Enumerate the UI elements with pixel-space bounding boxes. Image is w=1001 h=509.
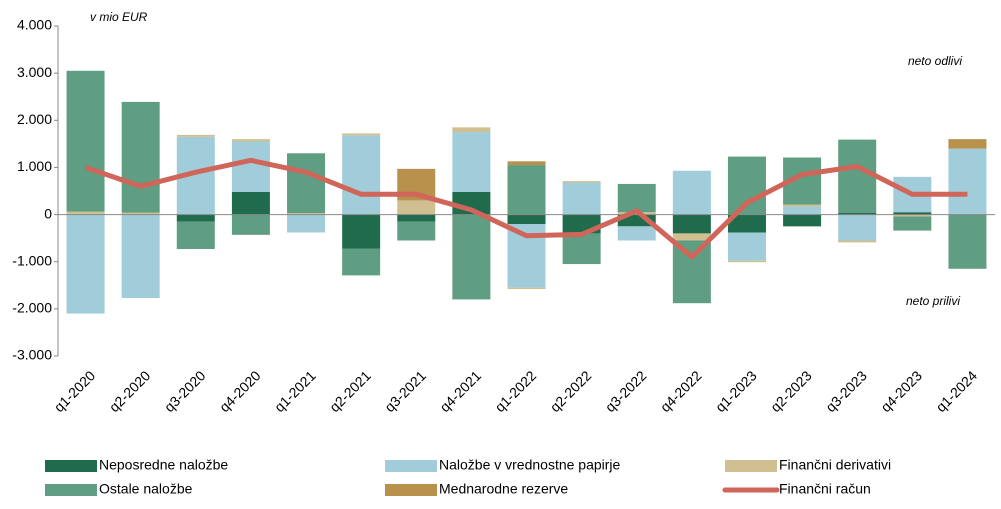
bar-segment [562,182,601,215]
bar-segment [672,240,711,304]
bar-segment [838,139,877,213]
bar-segment [948,139,987,149]
bar-segment [727,232,766,261]
bar-segment [672,170,711,215]
bar-segment [893,212,932,215]
bar-segment [397,221,436,241]
bar-segment [838,240,877,243]
bar-segment [287,213,326,215]
y-tick-label: 1.000 [17,158,52,174]
bar-segment [838,214,877,241]
bar-segment [66,70,105,212]
bar-segment [507,287,546,290]
legend-swatch [45,460,97,472]
x-tick-label: q4-2020 [216,367,264,415]
bottom-note: neto prilivi [906,294,960,308]
legend-label: Finančni derivativi [779,457,891,473]
y-tick-label: -1.000 [12,252,52,268]
legend-swatch [385,484,437,496]
legend-swatch [45,484,97,496]
x-tick-label: q3-2020 [161,367,209,415]
x-tick-label: q4-2021 [436,367,484,415]
bar-segment [66,214,105,314]
bar-segment [672,214,711,234]
bar-segment [342,248,381,276]
bar-segment [727,260,766,263]
legend-label: Neposredne naložbe [99,457,228,473]
bar-segment [452,214,491,300]
x-tick-label: q2-2020 [106,367,154,415]
x-tick-label: q4-2022 [657,367,705,415]
bar-segment [342,135,381,215]
bar-segment [121,214,160,299]
line [84,157,968,260]
bar-segment [562,233,601,265]
bar-segment [231,191,270,215]
bar-segment [176,221,215,249]
bar-segment [783,206,822,215]
bar-segment [121,101,160,213]
bar-segment [948,214,987,269]
legend-label: Finančni račun [779,481,871,497]
bar-segment [342,214,381,249]
bar-segment [838,212,877,215]
x-tick-label: q3-2023 [822,367,870,415]
bar-segment [287,214,326,233]
legend-swatch [725,460,777,472]
bar-segment [176,214,215,222]
unit-note: v mio EUR [90,10,148,24]
y-tick-label: 2.000 [17,111,52,127]
bar-segment [617,183,656,213]
bar-segment [507,214,546,224]
bar-segment [66,211,105,215]
x-tick-label: q1-2021 [271,367,319,415]
legend-label: Mednarodne rezerve [439,481,568,497]
y-tick-label: -2.000 [12,300,52,316]
y-tick-label: 3.000 [17,64,52,80]
bar-segment [121,212,160,215]
bar-segment [893,214,932,217]
x-tick-label: q2-2021 [326,367,374,415]
x-tick-label: q3-2022 [602,367,650,415]
bar-segment [617,226,656,241]
bar-segment [672,233,711,241]
x-tick-label: q2-2023 [767,367,815,415]
x-tick-label: q4-2023 [877,367,925,415]
bar-segment [342,133,381,136]
x-tick-label: q1-2023 [712,367,760,415]
bar-segment [397,214,436,222]
bar-segment [727,214,766,233]
x-tick-label: q1-2024 [933,367,981,415]
legend-label: Naložbe v vrednostne papirje [439,457,621,473]
legend-label: Ostale naložbe [99,481,193,497]
bar-segment [617,214,656,227]
top-note: neto odlivi [908,54,962,68]
bar-segment [507,161,546,166]
bar-segment [783,214,822,227]
bar-segment [452,127,491,133]
bar-segment [893,216,932,231]
x-tick-label: q1-2022 [492,367,540,415]
bar-segment [562,181,601,183]
bar-segment [783,204,822,207]
bar-segment [231,141,270,192]
bar-segment [176,134,215,137]
bar-segment [948,148,987,215]
y-tick-label: 4.000 [17,17,52,33]
y-tick-label: -3.000 [12,347,52,363]
x-tick-label: q1-2020 [51,367,99,415]
x-tick-label: q3-2021 [381,367,429,415]
bar-segment [397,200,436,215]
bar-segment [452,132,491,192]
bar-segment [231,139,270,142]
bar-segment [287,153,326,214]
x-tick-label: q2-2022 [547,367,595,415]
y-tick-label: 0 [44,205,52,221]
bar-segment [231,214,270,235]
bar-segment [507,165,546,215]
legend-swatch [385,460,437,472]
